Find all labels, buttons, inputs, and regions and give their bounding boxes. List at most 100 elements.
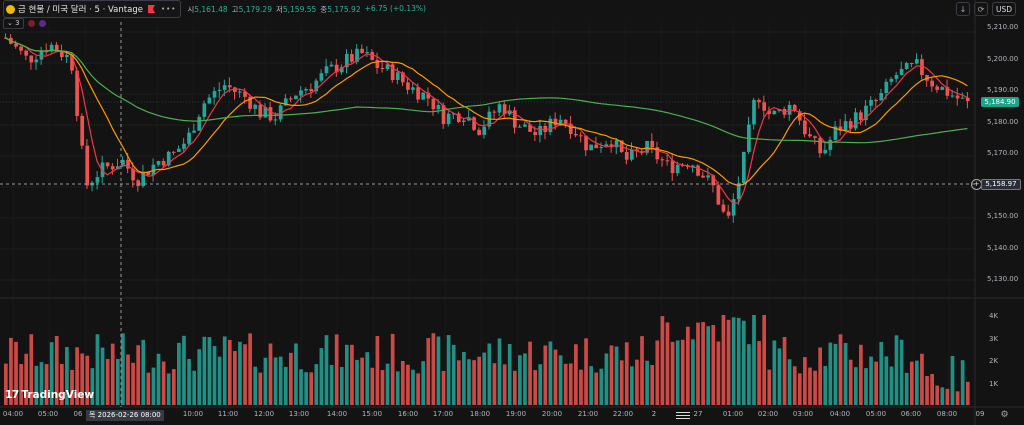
indicator-dot-red[interactable] — [27, 20, 35, 27]
candle — [599, 146, 604, 149]
candle — [497, 104, 502, 113]
candle — [59, 51, 64, 58]
candle — [660, 159, 665, 161]
volume-bar — [19, 363, 23, 405]
candle — [126, 159, 130, 169]
candle — [329, 64, 334, 67]
flag-icon[interactable] — [147, 5, 155, 13]
volume-bar — [833, 343, 838, 405]
candle — [721, 204, 726, 212]
candle — [848, 121, 853, 129]
candle — [339, 67, 344, 73]
time-tick: 14:00 — [326, 410, 348, 418]
volume-bar — [370, 367, 375, 405]
volume-bar — [161, 361, 166, 405]
more-icon[interactable]: ••• — [160, 5, 177, 13]
volume-bar — [925, 376, 929, 405]
candle — [853, 112, 858, 129]
volume-bar — [685, 326, 690, 405]
candle — [278, 105, 283, 120]
symbol-selector[interactable]: 금 현물 / 미국 달러 · 5 · Vantage ••• — [3, 0, 182, 18]
price-tick: 5,150.00 — [987, 212, 1019, 221]
candle — [670, 160, 675, 174]
volume-bar — [268, 343, 273, 405]
volume-bar — [324, 335, 329, 405]
volume-bar — [441, 370, 446, 405]
volume-bar — [406, 364, 410, 405]
volume-bar — [696, 322, 700, 405]
volume-bar — [579, 369, 583, 405]
volume-bar — [400, 360, 405, 405]
candle — [899, 68, 904, 76]
ohlc-item: 종5,175.92 — [320, 4, 361, 14]
candle — [920, 59, 924, 76]
candle — [696, 165, 700, 176]
ohlc-item: 저5,159.55 — [275, 4, 317, 14]
download-icon[interactable]: ↓ — [955, 2, 970, 16]
gold-coin-icon — [6, 4, 15, 14]
menu-icon[interactable] — [676, 410, 690, 421]
candle — [344, 54, 349, 68]
volume-bar — [380, 370, 385, 405]
candle — [950, 95, 955, 97]
candle — [263, 107, 268, 118]
volume-bar — [263, 357, 268, 405]
candle — [75, 70, 79, 116]
volume-bar — [797, 373, 802, 405]
candle — [701, 175, 705, 178]
ohlc-readout: 시5,161.48 고5,179.29 저5,159.55 종5,175.92 +6.7… — [187, 4, 426, 15]
price-tick: 5,180.00 — [987, 117, 1019, 126]
candle — [217, 89, 222, 92]
volume-bar — [874, 361, 878, 405]
candle — [365, 52, 370, 54]
candle — [375, 59, 380, 68]
volume-bar — [940, 387, 945, 405]
volume-bar — [467, 359, 471, 405]
volume-bar — [777, 348, 782, 405]
volume-bar — [365, 352, 370, 405]
time-tick: 02:00 — [757, 410, 779, 418]
candle — [121, 159, 125, 167]
candle — [70, 54, 74, 71]
volume-bar — [558, 355, 563, 405]
candle — [630, 149, 634, 160]
candle — [161, 161, 166, 166]
candle — [665, 160, 670, 162]
volume-bar — [904, 372, 909, 405]
candle — [202, 103, 207, 117]
volume-bar — [395, 371, 400, 405]
indicator-dot-purple[interactable] — [38, 20, 46, 27]
volume-bar — [227, 339, 232, 405]
volume-bar — [34, 365, 39, 405]
refresh-icon[interactable]: ⟳ — [973, 2, 988, 16]
candle — [884, 81, 889, 94]
time-tick: 06 — [73, 410, 83, 418]
volume-bar — [472, 360, 476, 405]
currency-selector[interactable]: USD — [991, 2, 1016, 16]
volume-bar — [589, 366, 593, 405]
candle — [390, 64, 395, 80]
volume-bar — [197, 349, 202, 405]
volume-bar — [492, 363, 497, 405]
candle — [441, 105, 446, 125]
candle — [935, 86, 940, 90]
volume-bar — [217, 356, 222, 405]
candle — [736, 183, 741, 200]
volume-bar — [24, 353, 29, 405]
tradingview-logo[interactable]: 17 TradingView — [5, 388, 95, 401]
candle — [289, 98, 293, 100]
volume-bar — [574, 344, 578, 405]
candle — [716, 185, 721, 205]
price-tick: 5,200.00 — [987, 54, 1019, 63]
volume-bar — [80, 353, 85, 405]
volume-bar — [655, 340, 660, 405]
time-tick: 2 — [651, 410, 657, 418]
candle — [395, 72, 400, 80]
volume-bar — [59, 363, 64, 405]
volume-bar — [151, 367, 156, 405]
settings-icon[interactable]: ⚙ — [1000, 410, 1009, 420]
candle — [227, 85, 232, 88]
volume-bar — [273, 357, 278, 405]
volume-bar — [899, 339, 904, 405]
